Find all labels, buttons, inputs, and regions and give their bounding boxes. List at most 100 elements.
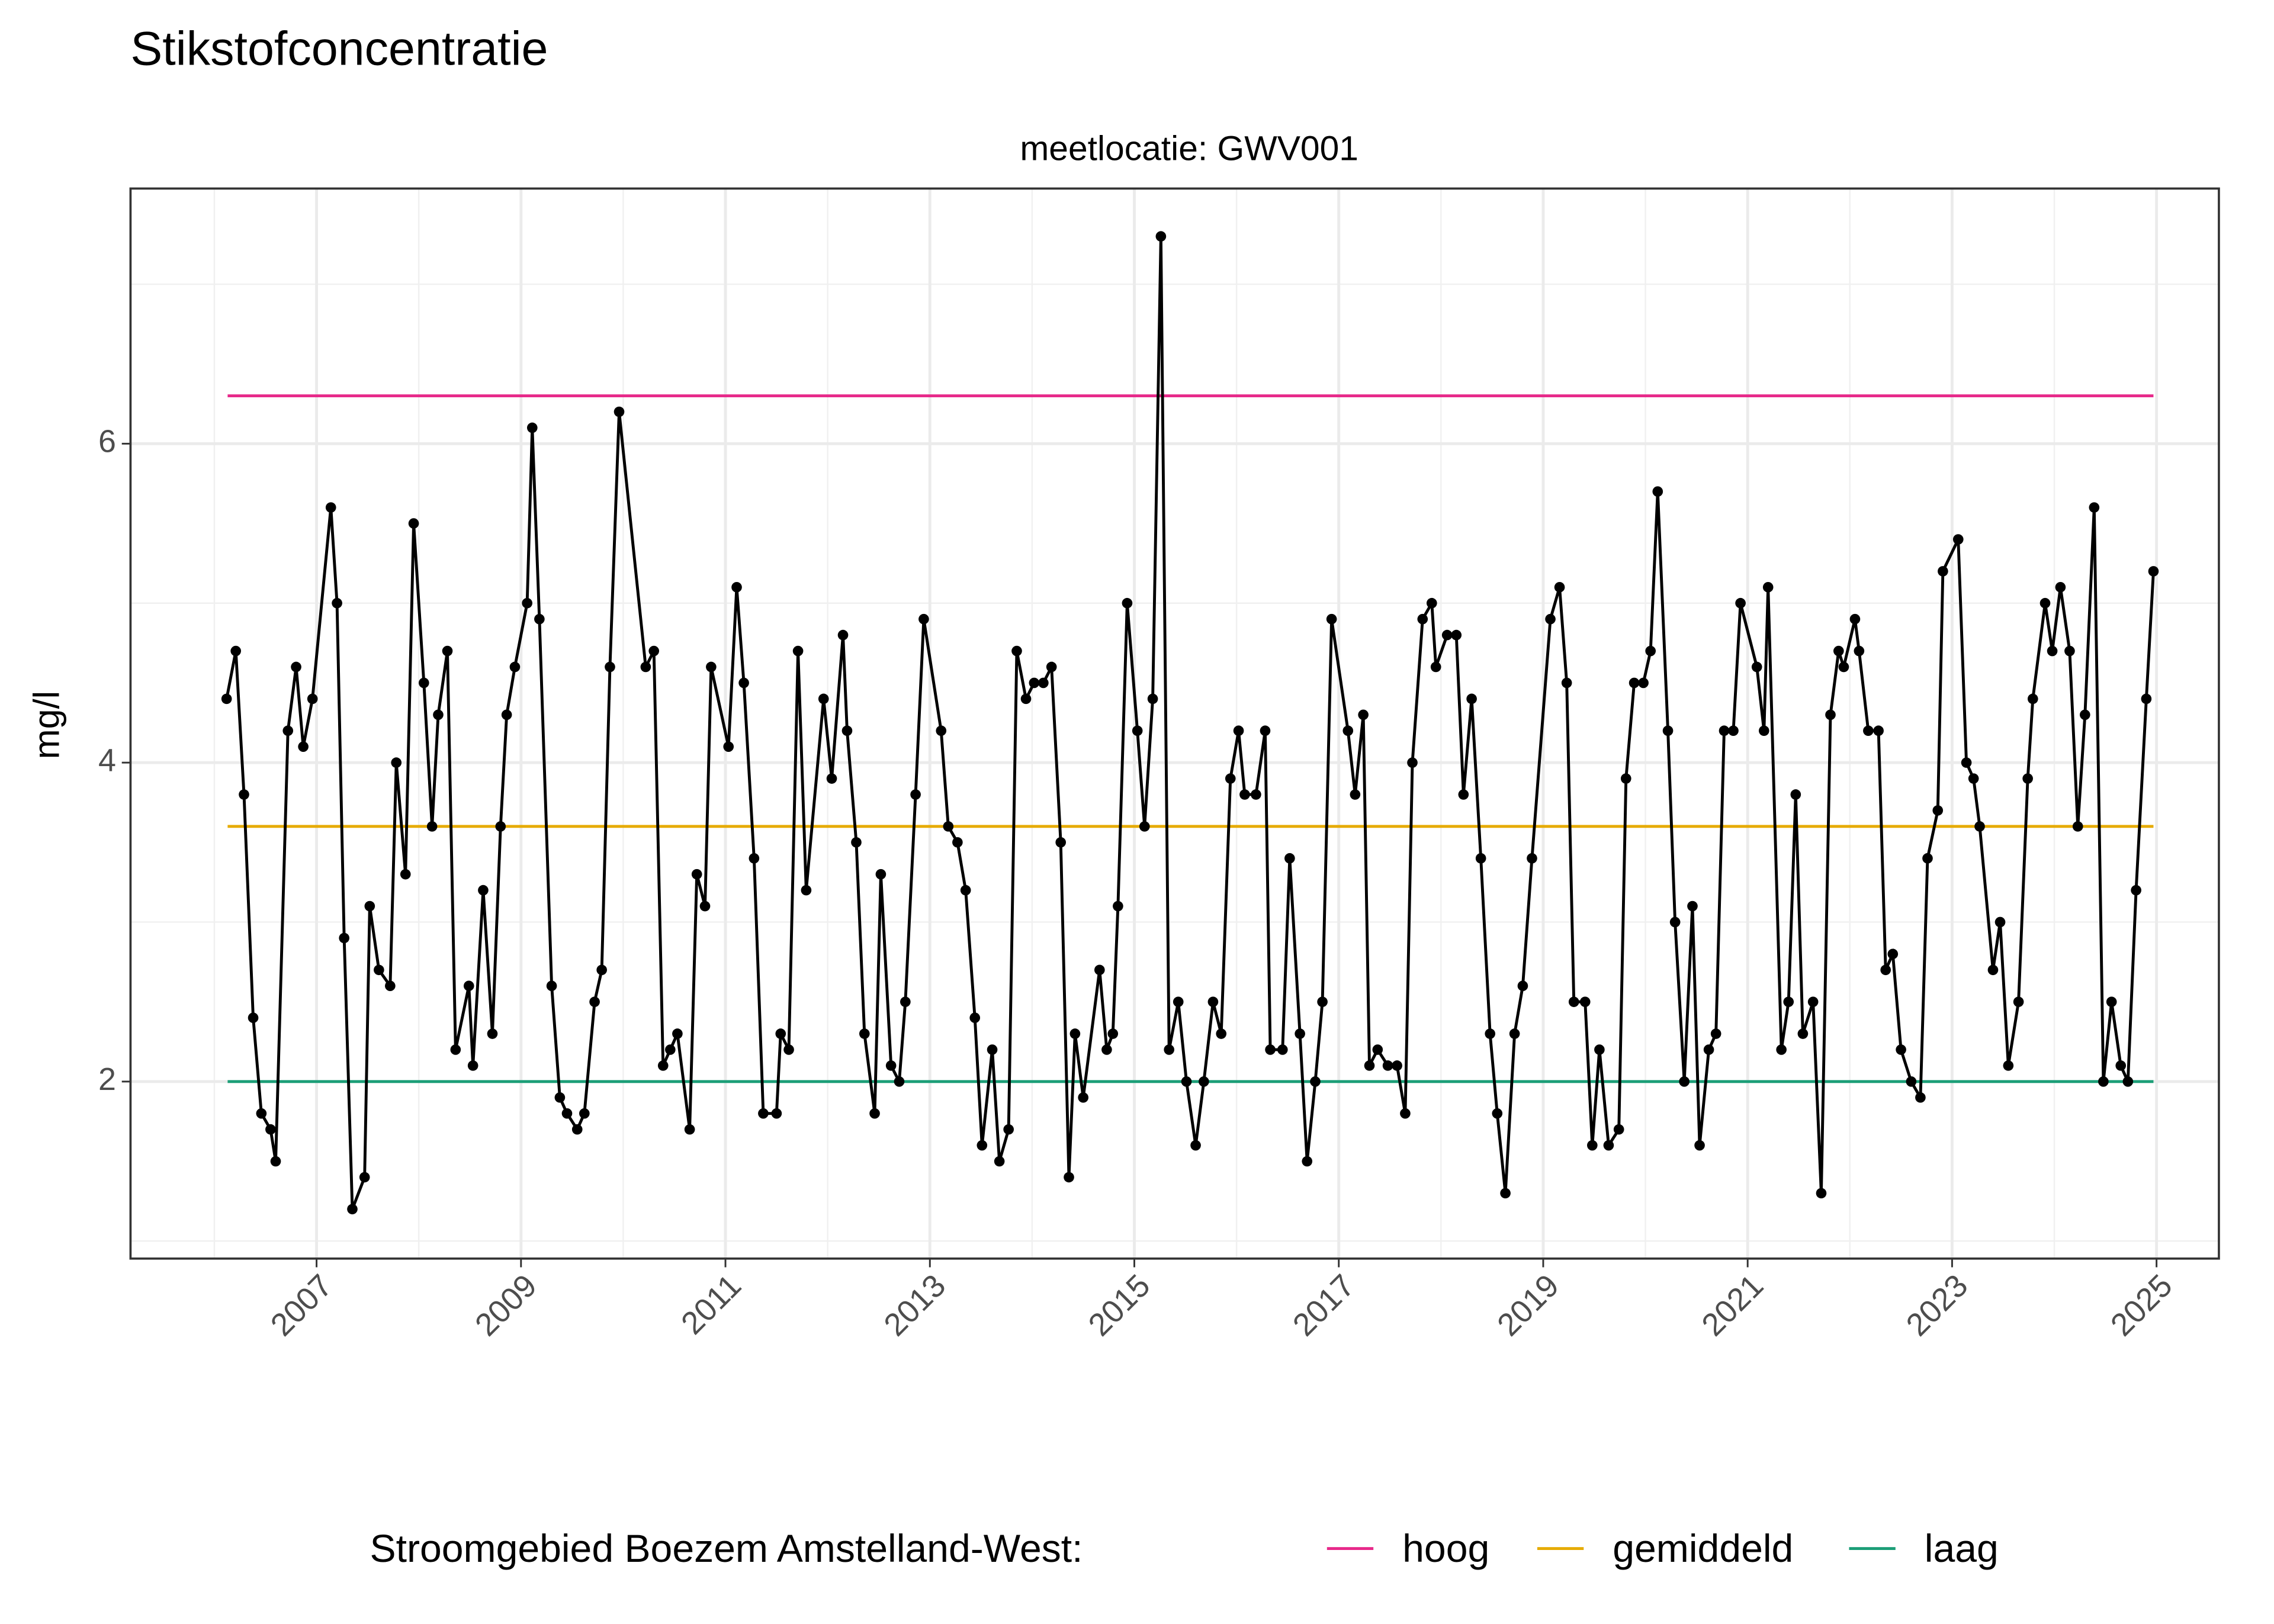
data-point — [1164, 1044, 1174, 1055]
data-point — [2098, 1076, 2109, 1087]
data-point — [1833, 645, 1844, 657]
data-point — [1906, 1076, 1917, 1087]
data-point — [1382, 1060, 1393, 1071]
legend-label: laag — [1925, 1527, 1999, 1571]
data-point — [2039, 597, 2051, 609]
data-point — [1679, 1076, 1690, 1087]
data-point — [1994, 916, 2006, 928]
data-point — [1055, 837, 1067, 848]
data-point — [1527, 853, 1537, 864]
data-point — [1260, 725, 1271, 737]
data-point — [977, 1140, 988, 1151]
data-point — [1579, 996, 1591, 1007]
data-point — [1703, 1044, 1714, 1055]
data-point — [509, 661, 521, 673]
data-point — [758, 1108, 769, 1119]
data-point — [1652, 486, 1663, 497]
data-point — [1466, 693, 1477, 705]
data-point — [1629, 677, 1640, 689]
data-point — [332, 597, 342, 609]
data-point — [1938, 566, 1948, 577]
data-point — [1350, 789, 1361, 800]
data-point — [1807, 996, 1819, 1007]
legend-label: hoog — [1402, 1527, 1489, 1571]
data-point — [1181, 1076, 1192, 1087]
data-point — [2064, 645, 2075, 657]
data-point — [2079, 709, 2090, 721]
data-point — [325, 502, 336, 513]
data-point — [1561, 677, 1572, 689]
data-point — [1199, 1076, 1209, 1087]
data-point — [2122, 1076, 2134, 1087]
data-point — [885, 1060, 897, 1071]
data-point — [1475, 853, 1486, 864]
legend-label: gemiddeld — [1613, 1527, 1793, 1571]
data-point — [792, 645, 804, 657]
data-point — [1310, 1076, 1321, 1087]
data-point — [1961, 757, 1972, 768]
data-point — [1694, 1140, 1705, 1151]
data-point — [1613, 1124, 1624, 1135]
data-point — [1451, 629, 1462, 641]
data-point — [1545, 613, 1556, 625]
data-point — [2027, 693, 2038, 705]
data-point — [239, 789, 249, 800]
data-point — [1776, 1044, 1787, 1055]
data-point — [526, 422, 538, 433]
data-point — [801, 885, 812, 896]
data-point — [1922, 853, 1933, 864]
data-point — [1265, 1044, 1276, 1055]
data-point — [1687, 901, 1698, 912]
data-point — [2003, 1060, 2014, 1071]
data-point — [1719, 725, 1730, 737]
data-point — [1816, 1188, 1827, 1199]
data-point — [1069, 1028, 1081, 1039]
data-point — [463, 980, 474, 992]
data-point — [648, 645, 660, 657]
data-point — [826, 773, 837, 784]
data-point — [1568, 996, 1579, 1007]
data-point — [665, 1044, 676, 1055]
data-point — [385, 980, 396, 992]
data-point — [699, 901, 711, 912]
data-point — [1915, 1092, 1926, 1103]
data-point — [1207, 996, 1219, 1007]
data-point — [749, 853, 760, 864]
data-point — [561, 1108, 573, 1119]
data-point — [1029, 677, 1040, 689]
data-point — [818, 693, 829, 705]
data-point — [2089, 502, 2100, 513]
data-point — [1407, 757, 1418, 768]
data-point — [1392, 1060, 1402, 1071]
data-point — [433, 709, 444, 721]
data-point — [1638, 677, 1649, 689]
data-point — [969, 1012, 981, 1023]
data-point — [1078, 1092, 1088, 1103]
data-point — [1517, 980, 1528, 992]
data-point — [282, 725, 294, 737]
data-point — [571, 1124, 583, 1135]
data-point — [1358, 709, 1369, 721]
data-point — [841, 725, 853, 737]
data-point — [374, 964, 384, 976]
y-tick-label: 6 — [98, 424, 116, 459]
legend-title: Stroomgebied Boezem Amstelland-West: — [370, 1527, 1083, 1571]
data-point — [1173, 996, 1184, 1007]
data-point — [347, 1204, 358, 1215]
data-point — [731, 582, 742, 593]
data-point — [554, 1092, 566, 1103]
data-point — [1046, 661, 1057, 673]
data-point — [1430, 661, 1441, 673]
data-point — [657, 1060, 669, 1071]
data-point — [640, 661, 651, 673]
data-point — [952, 837, 963, 848]
data-point — [1190, 1140, 1201, 1151]
data-point — [2148, 566, 2159, 577]
data-point — [1342, 725, 1354, 737]
data-point — [391, 757, 402, 768]
data-point — [270, 1156, 281, 1167]
data-point — [1417, 613, 1428, 625]
data-point — [230, 645, 242, 657]
